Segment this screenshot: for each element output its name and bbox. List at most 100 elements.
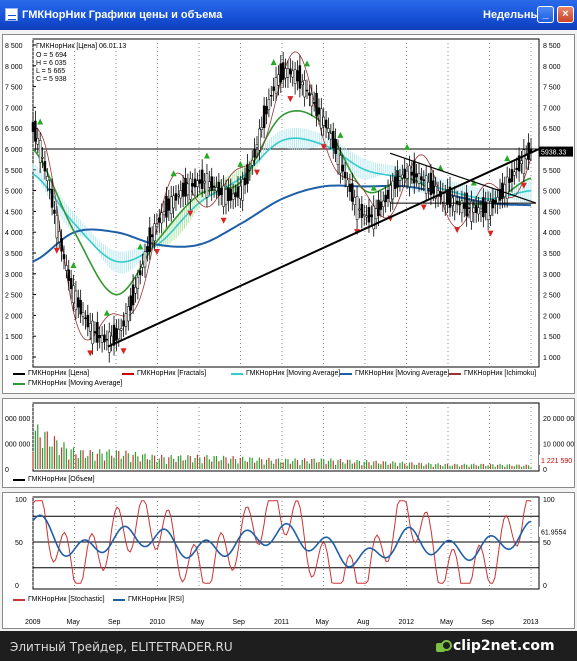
- candle-body: [365, 215, 368, 218]
- candle-body: [470, 201, 473, 222]
- candle-body: [174, 193, 178, 201]
- fractal-up-arrow: [103, 309, 110, 316]
- oscillator-tick-left: 0: [15, 583, 19, 590]
- candle-body: [417, 173, 421, 184]
- price-pane[interactable]: 8 500 8 500 8 000 8 000 7 500 7 500 7 000 7 000…: [2, 34, 575, 394]
- volume-legend: ГМКНорНик [Объем]: [3, 476, 574, 486]
- candle-body: [286, 68, 290, 78]
- volume-tick-left: 000 000: [5, 441, 30, 448]
- chart-app-icon: [5, 8, 18, 21]
- oscillator-pane[interactable]: 100 100 50 50 0 0 61.9554 2009 May Sep 2010 May Sep 2…: [2, 492, 575, 629]
- candle-body: [162, 211, 166, 216]
- fractal-up-arrow: [170, 170, 177, 177]
- candle-body: [212, 185, 216, 188]
- candle-body: [513, 171, 516, 176]
- time-axis-label: May: [67, 619, 81, 626]
- candle-body: [312, 102, 316, 104]
- price-tick-left: 4 000: [5, 230, 23, 237]
- candle-body: [255, 144, 259, 148]
- price-tick-left: 2 500: [5, 293, 23, 300]
- fractal-up-arrow: [404, 143, 411, 150]
- volume-pane[interactable]: 000 000 20 000 000 000 000 10 000 000 0 0 1 22…: [2, 398, 575, 488]
- candle-body: [322, 116, 325, 126]
- candle-body: [453, 196, 457, 212]
- legend-label: ГМКНорНик [Moving Average]: [355, 370, 450, 377]
- candle-body: [412, 160, 416, 184]
- legend-swatch: [13, 598, 25, 601]
- time-axis-label: 2012: [399, 619, 415, 626]
- candle-body: [265, 106, 268, 115]
- price-tick-right: 8 500: [543, 43, 561, 50]
- fractal-up-arrow: [237, 160, 244, 167]
- candle-body: [503, 184, 507, 198]
- time-axis-label: 2010: [150, 619, 166, 626]
- candle-body: [496, 196, 499, 204]
- candle-body: [31, 122, 35, 132]
- minimize-button[interactable]: _: [537, 6, 554, 23]
- candle-body: [239, 185, 242, 199]
- legend-swatch: [231, 372, 243, 375]
- candle-body: [310, 94, 314, 107]
- candle-body: [348, 183, 352, 192]
- candle-body: [57, 231, 61, 243]
- volume-tick-right: 20 000 000: [543, 416, 574, 423]
- fractal-up-arrow: [270, 59, 277, 66]
- price-tick-left: 5 500: [5, 168, 23, 175]
- candle-body: [155, 223, 159, 227]
- legend-swatch: [340, 372, 352, 375]
- price-tick-left: 8 500: [5, 43, 23, 50]
- candle-body: [260, 127, 263, 130]
- candle-body: [446, 189, 449, 205]
- legend-item: ГМКНорНик [Moving Average]: [231, 370, 340, 377]
- fractal-down-arrow: [420, 204, 427, 211]
- candle-body: [422, 179, 426, 182]
- oscillator-chart[interactable]: 100 100 50 50 0 0 61.9554 2009 May Sep 2010 May Sep 2…: [3, 493, 574, 628]
- price-chart[interactable]: 8 500 8 500 8 000 8 000 7 500 7 500 7 000 7 000…: [3, 35, 574, 393]
- fractal-up-arrow: [137, 243, 144, 250]
- candle-body: [477, 207, 480, 215]
- candle-body: [401, 174, 404, 179]
- fractal-down-arrow: [520, 182, 527, 189]
- time-axis-label: May: [316, 619, 330, 626]
- candle-body: [281, 62, 285, 80]
- candle-body: [508, 178, 511, 183]
- legend-label: ГМКНорНик [Fractals]: [137, 370, 207, 377]
- candle-body: [458, 203, 461, 206]
- candle-body: [405, 170, 409, 179]
- candle-body: [169, 196, 173, 214]
- time-axis-label: 2011: [274, 619, 289, 626]
- candle-body: [200, 169, 204, 189]
- candle-body: [50, 188, 54, 208]
- candle-body: [308, 92, 311, 96]
- price-tick-right: 5 500: [543, 168, 561, 175]
- fractal-up-arrow: [337, 131, 344, 138]
- legend-item: ГМКНорНик [Stochastic]: [13, 596, 105, 603]
- candle-body: [467, 207, 471, 209]
- candle-body: [72, 285, 75, 303]
- candle-body: [505, 176, 509, 199]
- time-axis-label: 2013: [523, 619, 539, 626]
- price-tick-left: 1 000: [5, 355, 23, 362]
- candle-body: [177, 194, 180, 197]
- candle-body: [336, 148, 340, 166]
- chart-window-body: 8 500 8 500 8 000 8 000 7 500 7 500 7 000 7 000…: [0, 30, 577, 631]
- rsi-line: [32, 514, 532, 568]
- price-tick-right: 6 500: [543, 126, 561, 133]
- candle-body: [420, 176, 423, 181]
- candle-body: [484, 202, 487, 213]
- clip2net-logo: clip2net.com: [453, 638, 555, 654]
- candle-body: [427, 181, 430, 189]
- price-tick-right: 3 000: [543, 272, 561, 279]
- close-button[interactable]: ×: [557, 6, 574, 23]
- candle-body: [267, 99, 271, 110]
- candle-body: [210, 176, 213, 191]
- volume-chart[interactable]: 000 000 20 000 000 000 000 10 000 000 0 0 1 22…: [3, 399, 574, 487]
- time-axis-label: Aug: [357, 619, 370, 626]
- candle-body: [34, 120, 37, 142]
- period-label[interactable]: Недельный: [483, 9, 547, 21]
- volume-tick-left: 0: [5, 467, 9, 474]
- candle-body: [193, 178, 197, 188]
- volume-tick-right: 10 000 000: [543, 441, 574, 448]
- candle-body: [55, 215, 59, 239]
- candle-body: [284, 68, 287, 79]
